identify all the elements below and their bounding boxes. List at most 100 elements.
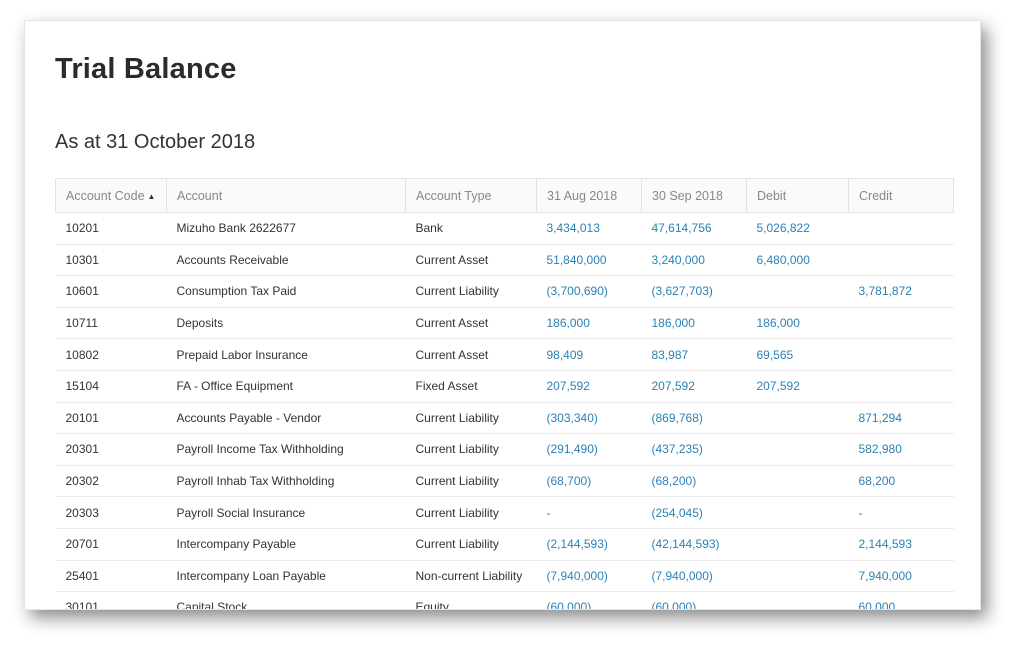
amount-link[interactable]: (254,045)	[651, 505, 703, 520]
amount-link[interactable]: 186,000	[546, 316, 590, 331]
cell-aug: -	[536, 496, 642, 529]
table-row: 30101 Capital Stock Equity (60,000) (60,000)…	[55, 591, 954, 610]
amount-link[interactable]: 68,200	[858, 474, 896, 489]
amount-link[interactable]: (3,700,690)	[546, 284, 608, 299]
cell-type: Current Asset	[405, 307, 537, 340]
amount-link[interactable]: -	[546, 505, 551, 520]
trial-balance-table: Account Code ▲ Account Account Type 31 Aug 2…	[55, 178, 954, 610]
table-row: 20101 Accounts Payable - Vendor Current Li…	[55, 402, 954, 435]
cell-sep: 83,987	[641, 338, 747, 371]
amount-link[interactable]: 186,000	[651, 316, 695, 331]
amount-link[interactable]: 186,000	[756, 316, 800, 331]
cell-sep: (437,235)	[641, 433, 747, 466]
amount-link[interactable]: -	[858, 505, 863, 520]
cell-type: Equity	[405, 591, 537, 609]
cell-debit	[746, 528, 849, 561]
cell-sep: (7,940,000)	[641, 560, 747, 593]
amount-link[interactable]: 207,592	[546, 379, 590, 394]
amount-link[interactable]: (303,340)	[546, 410, 598, 425]
amount-link[interactable]: (291,490)	[546, 442, 598, 457]
cell-account: Consumption Tax Paid	[166, 275, 406, 308]
cell-aug: (2,144,593)	[536, 528, 642, 561]
cell-debit	[746, 496, 849, 529]
amount-link[interactable]: 98,409	[546, 347, 584, 362]
amount-link[interactable]: 60,000	[858, 600, 896, 610]
column-header-label: 31 Aug 2018	[547, 188, 618, 203]
cell-debit: 5,026,822	[746, 212, 849, 245]
cell-code: 20302	[55, 465, 167, 498]
amount-link[interactable]: 51,840,000	[546, 252, 607, 267]
amount-link[interactable]: (60,000)	[546, 600, 592, 610]
amount-link[interactable]: 2,144,593	[858, 537, 912, 552]
amount-link[interactable]: 83,987	[651, 347, 689, 362]
cell-code: 10601	[55, 275, 167, 308]
cell-code: 10802	[55, 338, 167, 371]
cell-account: Accounts Receivable	[166, 244, 406, 277]
amount-link[interactable]: (60,000)	[651, 600, 697, 610]
amount-link[interactable]: (68,200)	[651, 474, 697, 489]
cell-debit: 207,592	[746, 370, 849, 403]
cell-code: 10301	[55, 244, 167, 277]
cell-credit	[848, 212, 954, 245]
cell-credit	[848, 307, 954, 340]
amount-link[interactable]: (7,940,000)	[546, 568, 608, 583]
amount-link[interactable]: (2,144,593)	[546, 537, 608, 552]
cell-code: 10711	[55, 307, 167, 340]
cell-code: 30101	[55, 591, 167, 609]
amount-link[interactable]: 3,240,000	[651, 252, 705, 267]
cell-sep: 47,614,756	[641, 212, 747, 245]
column-header-aug[interactable]: 31 Aug 2018	[536, 178, 642, 213]
cell-type: Bank	[405, 212, 537, 245]
amount-link[interactable]: (42,144,593)	[651, 537, 720, 552]
amount-link[interactable]: 3,781,872	[858, 284, 912, 299]
column-header-debit[interactable]: Debit	[746, 178, 849, 213]
column-header-label: Debit	[757, 188, 787, 203]
amount-link[interactable]: 207,592	[651, 379, 695, 394]
amount-link[interactable]: 7,940,000	[858, 568, 912, 583]
cell-aug: 98,409	[536, 338, 642, 371]
cell-credit: 7,940,000	[848, 560, 954, 593]
sort-ascending-icon: ▲	[147, 191, 156, 201]
cell-account: FA - Office Equipment	[166, 370, 406, 403]
cell-debit: 6,480,000	[746, 244, 849, 277]
amount-link[interactable]: (7,940,000)	[651, 568, 713, 583]
cell-aug: 186,000	[536, 307, 642, 340]
amount-link[interactable]: (437,235)	[651, 442, 703, 457]
cell-account: Payroll Inhab Tax Withholding	[166, 465, 406, 498]
column-header-account[interactable]: Account	[166, 178, 406, 213]
cell-aug: (7,940,000)	[536, 560, 642, 593]
table-row: 20302 Payroll Inhab Tax Withholding Curren…	[55, 465, 954, 498]
amount-link[interactable]: 871,294	[858, 410, 902, 425]
cell-type: Current Asset	[405, 338, 537, 371]
cell-account: Payroll Income Tax Withholding	[166, 433, 406, 466]
cell-account: Intercompany Loan Payable	[166, 560, 406, 593]
amount-link[interactable]: 3,434,013	[546, 221, 600, 236]
amount-link[interactable]: 69,565	[756, 347, 794, 362]
column-header-sep[interactable]: 30 Sep 2018	[641, 178, 747, 213]
cell-debit	[746, 402, 849, 435]
amount-link[interactable]: 5,026,822	[756, 221, 810, 236]
cell-code: 20101	[55, 402, 167, 435]
cell-credit	[848, 370, 954, 403]
cell-sep: (60,000)	[641, 591, 747, 610]
amount-link[interactable]: 207,592	[756, 379, 800, 394]
column-header-code[interactable]: Account Code ▲	[55, 178, 167, 213]
cell-aug: 51,840,000	[536, 244, 642, 277]
cell-code: 15104	[55, 370, 167, 403]
table-row: 10201 Mizuho Bank 2622677 Bank 3,434,013 47,…	[55, 212, 954, 245]
amount-link[interactable]: 582,980	[858, 442, 902, 457]
table-row: 10711 Deposits Current Asset 186,000 186,000…	[55, 307, 954, 340]
amount-link[interactable]: (869,768)	[651, 410, 703, 425]
cell-sep: (42,144,593)	[641, 528, 747, 561]
cell-credit: 60,000	[848, 591, 954, 610]
column-header-type[interactable]: Account Type	[405, 178, 537, 213]
column-header-credit[interactable]: Credit	[848, 178, 954, 213]
cell-account: Accounts Payable - Vendor	[166, 402, 406, 435]
amount-link[interactable]: 47,614,756	[651, 221, 712, 236]
amount-link[interactable]: 6,480,000	[756, 252, 810, 267]
amount-link[interactable]: (3,627,703)	[651, 284, 713, 299]
cell-account: Mizuho Bank 2622677	[166, 212, 406, 245]
amount-link[interactable]: (68,700)	[546, 474, 592, 489]
cell-credit	[848, 338, 954, 371]
